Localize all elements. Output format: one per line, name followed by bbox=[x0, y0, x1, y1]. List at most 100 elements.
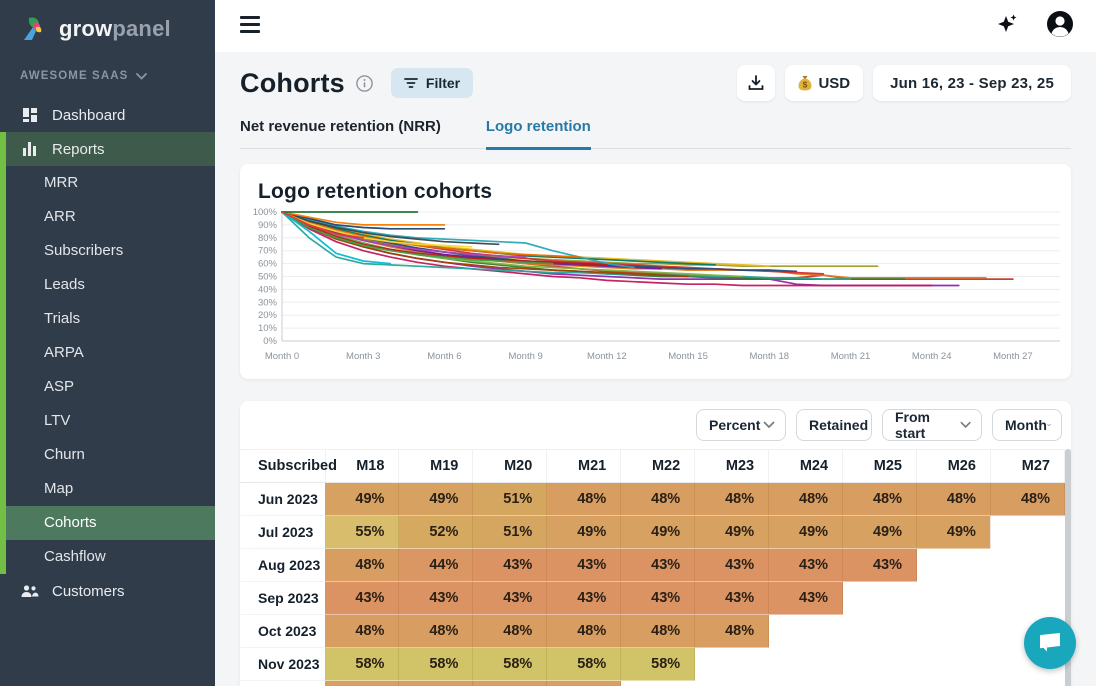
cohort-cell: 49% bbox=[768, 515, 844, 549]
sidebar-item-cohorts[interactable]: Cohorts bbox=[6, 506, 215, 540]
chat-launcher-button[interactable] bbox=[1024, 617, 1076, 669]
column-header-m21: M21 bbox=[546, 449, 622, 483]
sidebar-item-arpa[interactable]: ARPA bbox=[44, 344, 84, 361]
cohort-line-jun-2024 bbox=[281, 211, 689, 278]
column-header-m27: M27 bbox=[990, 449, 1066, 483]
column-header-m18: M18 bbox=[325, 449, 400, 483]
filter-label: Filter bbox=[425, 75, 461, 91]
reports-section: Reports MRR ARR Subscribers Leads Trials ARPA… bbox=[0, 132, 215, 574]
tab-net-revenue-retention[interactable]: Net revenue retention (NRR) bbox=[240, 118, 441, 135]
cohort-row-aug-2023: Aug 2023 48% 44% 43% 43% 43% 43% 43% 43% bbox=[240, 548, 1065, 582]
dropdown-from-start[interactable]: From start bbox=[882, 409, 982, 441]
cohort-cell: 48% bbox=[546, 614, 622, 648]
sidebar: growpanel AWESOME SAAS Dashboard Reports… bbox=[0, 0, 215, 686]
cohort-cell bbox=[842, 680, 917, 686]
cohort-cell: 43% bbox=[694, 581, 770, 615]
x-axis-label: Month 21 bbox=[831, 351, 871, 362]
cohort-cell bbox=[325, 680, 400, 686]
cohort-cell: 51% bbox=[472, 482, 548, 516]
chat-bubble-icon bbox=[1040, 633, 1060, 652]
sidebar-item-customers[interactable]: Customers bbox=[0, 574, 215, 608]
sidebar-item-arr[interactable]: ARR bbox=[44, 208, 76, 225]
tab-logo-retention[interactable]: Logo retention bbox=[485, 118, 591, 150]
cohort-cell: 49% bbox=[325, 482, 400, 516]
cohort-label: Aug 2023 bbox=[240, 548, 325, 582]
dropdown-month[interactable]: Month bbox=[992, 409, 1062, 441]
sidebar-item-mrr[interactable]: MRR bbox=[44, 174, 79, 191]
cohort-cell-empty bbox=[990, 581, 1065, 615]
cohort-cell: 48% bbox=[325, 614, 400, 648]
currency-button[interactable]: $ USD bbox=[785, 65, 864, 101]
download-icon bbox=[749, 75, 764, 90]
info-icon[interactable] bbox=[356, 74, 373, 92]
cohort-line-jun-2025 bbox=[281, 211, 392, 265]
sidebar-item-reports[interactable]: Reports bbox=[6, 132, 215, 166]
dropdown-value: Month bbox=[1005, 417, 1047, 433]
filter-button[interactable]: Filter bbox=[390, 68, 474, 98]
download-button[interactable] bbox=[737, 65, 776, 101]
dropdown-retained[interactable]: Retained bbox=[796, 409, 872, 441]
sidebar-nav: Dashboard Reports MRR ARR Subscribers Leads… bbox=[0, 98, 215, 608]
sidebar-item-churn[interactable]: Churn bbox=[44, 446, 85, 463]
svg-text:$: $ bbox=[803, 80, 808, 90]
sidebar-item-asp[interactable]: ASP bbox=[44, 378, 75, 395]
cohort-cell-empty bbox=[842, 647, 917, 681]
y-axis-label: 80% bbox=[258, 233, 278, 244]
y-axis-label: 60% bbox=[258, 259, 278, 270]
column-header-m26: M26 bbox=[916, 449, 991, 483]
cohort-cell: 43% bbox=[472, 581, 548, 615]
date-range-button[interactable]: Jun 16, 23 - Sep 23, 25 bbox=[873, 65, 1071, 101]
cohort-line-mar-2025 bbox=[281, 211, 446, 230]
sidebar-item-ltv[interactable]: LTV bbox=[44, 412, 71, 429]
cohort-cell: 58% bbox=[472, 647, 548, 681]
cohort-cell: 44% bbox=[398, 548, 474, 582]
cohort-line-dec-2023 bbox=[281, 211, 852, 280]
cohort-label: Jun 2023 bbox=[240, 482, 325, 516]
cohort-cell-empty bbox=[990, 515, 1065, 549]
logo-retention-chart-card: Logo retention cohorts 100% 90% 80% 70% 60% 5… bbox=[240, 164, 1071, 379]
cohort-cell bbox=[546, 680, 622, 686]
ai-sparkle-icon[interactable] bbox=[996, 12, 1020, 36]
cohort-line-oct-2024 bbox=[281, 211, 581, 258]
cohort-table-card: Percent Retained From start Month Subscribe… bbox=[240, 401, 1071, 686]
cohort-cell-empty bbox=[916, 548, 991, 582]
cohort-cell: 48% bbox=[768, 482, 844, 516]
top-bar bbox=[215, 0, 1096, 52]
cohort-cell: 58% bbox=[546, 647, 622, 681]
cohort-cell: 43% bbox=[472, 548, 548, 582]
y-axis-label: 90% bbox=[258, 220, 278, 231]
dropdown-percent[interactable]: Percent bbox=[696, 409, 786, 441]
cohort-cell-empty bbox=[842, 614, 917, 648]
column-header-m23: M23 bbox=[694, 449, 770, 483]
user-avatar[interactable] bbox=[1046, 10, 1074, 38]
cohort-cell: 58% bbox=[620, 647, 696, 681]
workspace-selector[interactable]: AWESOME SAAS bbox=[0, 54, 215, 92]
cohort-label: Nov 2023 bbox=[240, 647, 325, 681]
sidebar-item-subscribers[interactable]: Subscribers bbox=[44, 242, 124, 259]
cohort-cell-empty bbox=[916, 614, 991, 648]
cohort-cell: 48% bbox=[398, 614, 474, 648]
table-scrollbar-thumb[interactable] bbox=[1065, 449, 1071, 686]
column-header-m24: M24 bbox=[768, 449, 844, 483]
sidebar-item-trials[interactable]: Trials bbox=[44, 310, 81, 327]
cohort-cell: 43% bbox=[768, 548, 844, 582]
sidebar-item-map[interactable]: Map bbox=[44, 480, 74, 497]
hamburger-menu-icon[interactable] bbox=[240, 16, 260, 33]
cohort-cell: 48% bbox=[990, 482, 1066, 516]
sidebar-item-dashboard[interactable]: Dashboard bbox=[0, 98, 215, 132]
cohort-cell: 55% bbox=[325, 515, 400, 549]
cohort-row-oct-2023: Oct 2023 48% 48% 48% 48% 48% 48% bbox=[240, 614, 1065, 648]
sidebar-item-cashflow[interactable]: Cashflow bbox=[44, 548, 106, 565]
chevron-down-icon bbox=[763, 421, 775, 429]
cohort-cell: 49% bbox=[842, 515, 917, 549]
cohort-cell: 43% bbox=[546, 548, 622, 582]
cohort-cell: 49% bbox=[916, 515, 991, 549]
filter-icon bbox=[404, 78, 418, 88]
reports-subitems: MRR ARR Subscribers Leads Trials ARPA ASP LTV Ch… bbox=[6, 166, 215, 574]
sidebar-item-leads[interactable]: Leads bbox=[44, 276, 85, 293]
cohort-table-body: Jun 2023 49% 49% 51% 48% 48% 48% 48% 48% 48% 48% Ju… bbox=[240, 482, 1066, 686]
logo-text-grow: grow bbox=[59, 16, 113, 41]
cohort-cell-empty bbox=[842, 581, 917, 615]
cohort-cell: 51% bbox=[472, 515, 548, 549]
money-bag-icon: $ bbox=[798, 76, 812, 91]
